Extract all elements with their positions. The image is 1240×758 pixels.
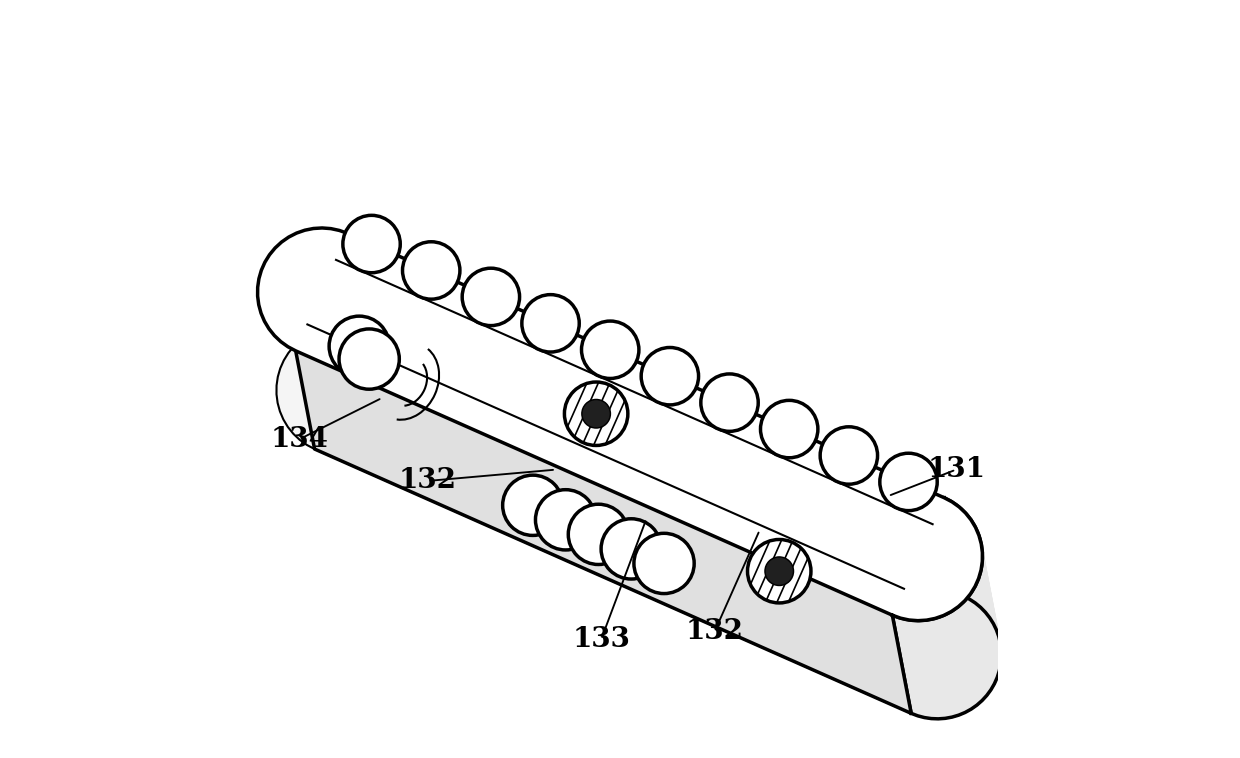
Circle shape <box>463 268 520 326</box>
Circle shape <box>536 490 595 550</box>
Polygon shape <box>919 620 945 719</box>
Circle shape <box>502 475 563 535</box>
Polygon shape <box>972 586 994 690</box>
Text: 132: 132 <box>398 468 456 494</box>
Circle shape <box>820 427 878 484</box>
Circle shape <box>641 347 698 405</box>
Polygon shape <box>905 619 931 719</box>
Polygon shape <box>981 565 1001 671</box>
Polygon shape <box>982 559 1002 664</box>
Polygon shape <box>951 501 975 603</box>
Polygon shape <box>959 603 982 705</box>
Polygon shape <box>975 525 997 630</box>
Circle shape <box>339 329 399 389</box>
Polygon shape <box>976 579 997 684</box>
Polygon shape <box>980 538 1001 644</box>
Polygon shape <box>258 228 982 621</box>
Polygon shape <box>963 597 987 700</box>
Polygon shape <box>893 615 918 716</box>
Circle shape <box>342 215 401 273</box>
Circle shape <box>582 399 610 428</box>
Circle shape <box>748 540 811 603</box>
Polygon shape <box>277 326 1001 719</box>
Circle shape <box>582 321 639 378</box>
Circle shape <box>564 382 627 446</box>
Polygon shape <box>966 514 990 618</box>
Text: 131: 131 <box>928 456 985 483</box>
Polygon shape <box>971 519 993 624</box>
Circle shape <box>568 504 629 565</box>
Polygon shape <box>982 552 1002 657</box>
Polygon shape <box>940 614 965 715</box>
Polygon shape <box>934 617 959 717</box>
Circle shape <box>329 316 389 377</box>
Polygon shape <box>945 498 970 599</box>
Polygon shape <box>946 611 971 713</box>
Text: 132: 132 <box>686 619 744 646</box>
Polygon shape <box>926 619 952 719</box>
Circle shape <box>522 295 579 352</box>
Circle shape <box>601 518 661 579</box>
Circle shape <box>403 242 460 299</box>
Polygon shape <box>977 532 998 637</box>
Text: 133: 133 <box>572 626 630 653</box>
Circle shape <box>765 557 794 585</box>
Polygon shape <box>982 545 1001 650</box>
Circle shape <box>760 400 818 458</box>
Polygon shape <box>899 618 924 718</box>
Circle shape <box>880 453 937 511</box>
Polygon shape <box>952 607 977 709</box>
Circle shape <box>701 374 758 431</box>
Polygon shape <box>956 505 981 607</box>
Polygon shape <box>913 620 939 719</box>
Polygon shape <box>968 592 991 695</box>
Polygon shape <box>962 509 986 612</box>
Circle shape <box>634 534 694 594</box>
Polygon shape <box>295 351 911 713</box>
Text: 134: 134 <box>270 426 327 453</box>
Polygon shape <box>978 572 999 678</box>
